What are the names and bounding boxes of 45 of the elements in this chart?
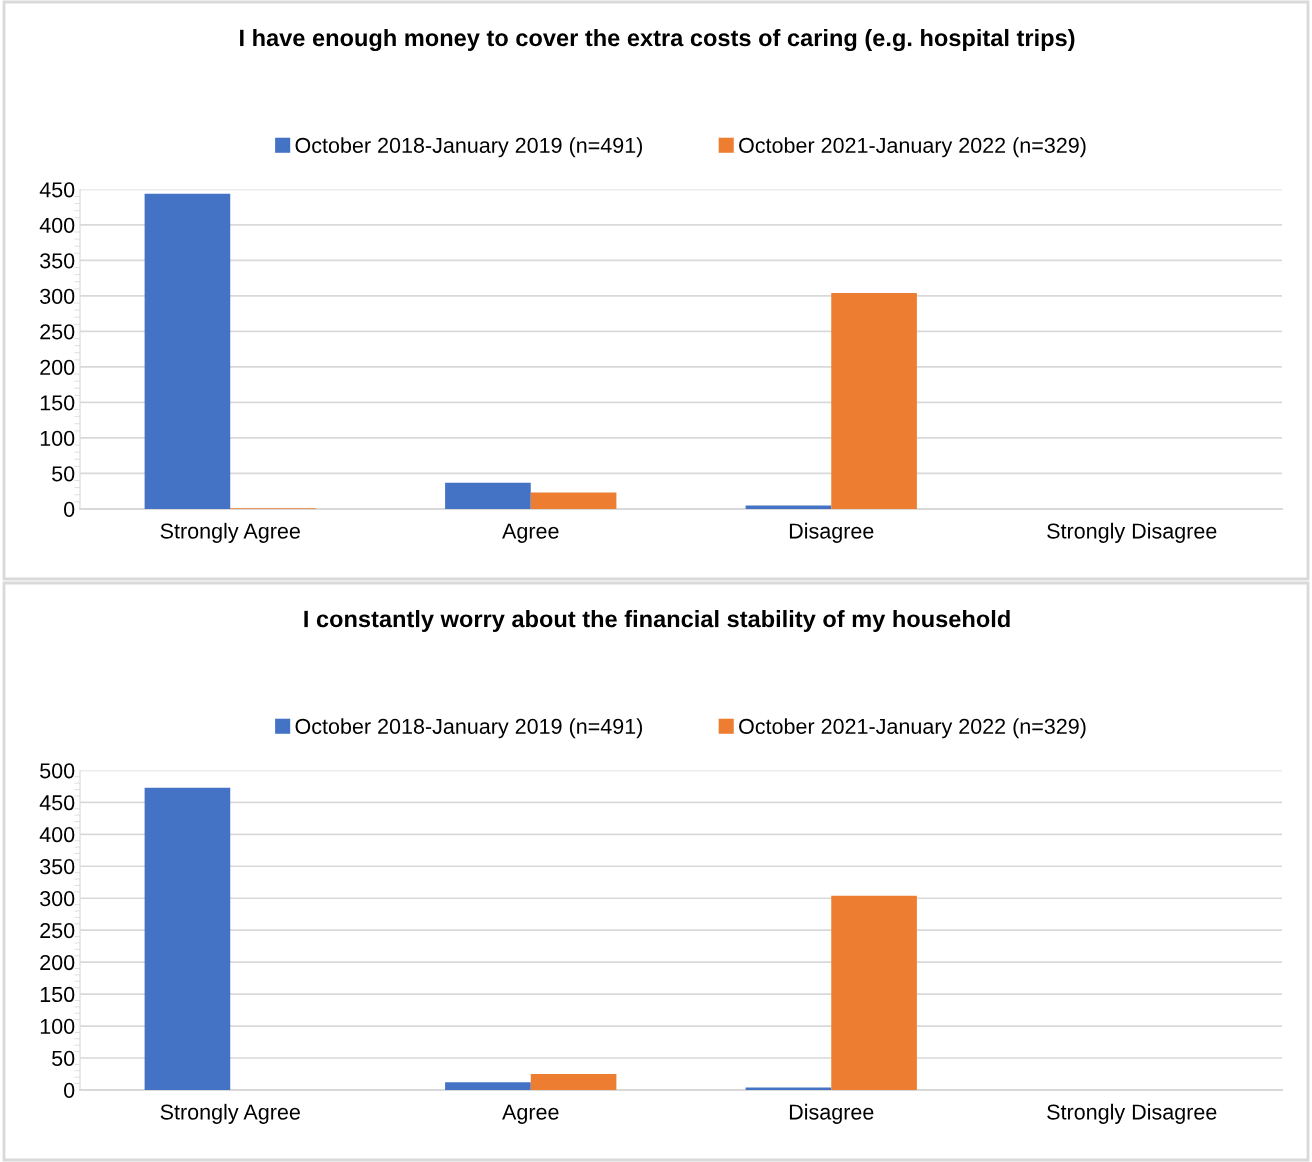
bar (745, 505, 832, 509)
y-tick-label: 0 (64, 1082, 75, 1098)
y-tick-label: 200 (40, 954, 75, 971)
x-tick-label: Agree (502, 523, 559, 543)
bar (445, 482, 531, 509)
y-tick-label: 400 (39, 217, 75, 233)
y-tick-label: 50 (52, 466, 75, 482)
legend-label: October 2018-January 2019 (n=491) (295, 137, 643, 158)
x-tick-label: Strongly Agree (160, 522, 300, 543)
x-tick-label: Strongly Disagree (1047, 522, 1217, 543)
y-tick-label: 350 (40, 253, 75, 269)
bar (745, 1087, 832, 1090)
legend-label: October 2021-January 2022 (n=329) (739, 137, 1086, 158)
bar (144, 193, 231, 509)
x-tick-label: Disagree (789, 522, 874, 543)
bar (831, 895, 917, 1090)
chart-title: I have enough money to cover the extra costs of caring (e.g. hospital trips) (240, 28, 1075, 52)
y-tick-label: 450 (39, 182, 75, 198)
y-tick-label: 250 (40, 922, 75, 939)
y-tick-label: 100 (40, 430, 75, 446)
y-tick-label: 0 (64, 501, 75, 517)
bar (530, 1073, 617, 1090)
bar (445, 1082, 531, 1090)
y-tick-label: 500 (40, 763, 75, 779)
bar (144, 787, 231, 1090)
y-tick-label: 150 (40, 395, 75, 411)
x-tick-label: Strongly Disagree (1047, 1103, 1217, 1124)
y-tick-label: 250 (40, 324, 75, 340)
x-tick-label: Strongly Agree (160, 1103, 300, 1124)
bar (831, 293, 917, 509)
y-tick-label: 300 (40, 288, 75, 304)
bar (530, 492, 617, 509)
y-tick-label: 400 (39, 827, 75, 843)
y-tick-label: 450 (39, 795, 75, 811)
y-tick-label: 100 (40, 1018, 75, 1035)
y-tick-label: 200 (40, 359, 75, 375)
x-tick-label: Disagree (789, 1103, 874, 1124)
chart-title: I constantly worry about the financial stability of my household (304, 609, 1010, 632)
y-tick-label: 300 (40, 890, 75, 907)
legend-label: October 2021-January 2022 (n=329) (739, 718, 1086, 739)
y-tick-label: 50 (52, 1050, 75, 1067)
x-tick-label: Agree (502, 1104, 559, 1124)
y-tick-label: 150 (40, 986, 75, 1003)
legend-label: October 2018-January 2019 (n=491) (295, 718, 643, 739)
y-tick-label: 350 (40, 859, 75, 875)
